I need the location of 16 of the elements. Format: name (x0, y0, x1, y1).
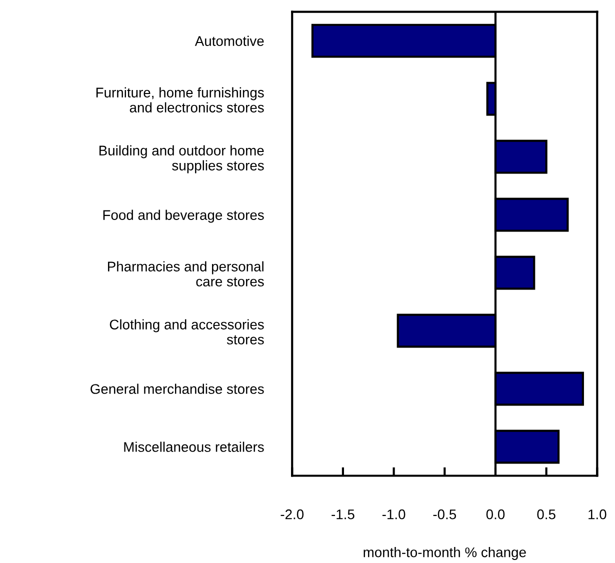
x-tick-label: -2.0 (280, 509, 304, 520)
y-tick-label: Food and beverage stores (103, 210, 264, 223)
x-tick-label: -1.5 (332, 510, 354, 520)
x-axis-title: month-to-month % change (364, 547, 526, 560)
y-tick-label: Automotive (194, 36, 264, 46)
y-tick-label: General merchandise stores (90, 384, 264, 394)
x-tick-label: 0.5 (537, 509, 556, 520)
y-tick-label: Building and outdoor home supplies stores (99, 145, 264, 174)
x-tick-label: 1.0 (588, 509, 606, 520)
y-tick-label: Clothing and accessories stores (110, 319, 264, 344)
y-tick-label: Furniture, home furnishings and electronics stores (96, 87, 264, 112)
x-tick-label: 0.0 (486, 509, 505, 520)
y-tick-label: Miscellaneous retailers (124, 442, 264, 452)
y-tick-label: Pharmacies and personal care stores (108, 261, 264, 286)
x-tick-label: -1.0 (382, 509, 406, 520)
x-tick-label: -0.5 (433, 509, 456, 520)
